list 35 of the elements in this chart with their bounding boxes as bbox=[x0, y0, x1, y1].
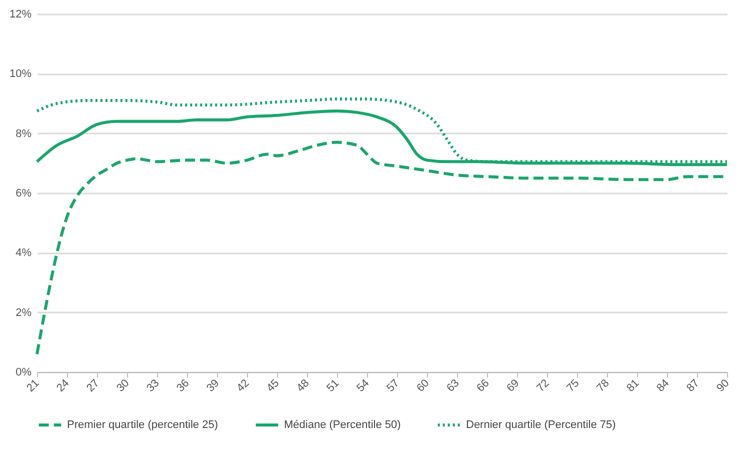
legend-label: Premier quartile (percentile 25) bbox=[67, 419, 218, 431]
x-tick-label: 51 bbox=[324, 377, 342, 394]
x-tick-label: 84 bbox=[654, 377, 672, 394]
y-tick-label: 6% bbox=[16, 188, 32, 200]
y-tick-label: 10% bbox=[9, 68, 32, 80]
x-tick-label: 33 bbox=[144, 377, 162, 394]
x-tick-label: 24 bbox=[54, 377, 72, 394]
line-series bbox=[36, 98, 728, 164]
x-tick-label: 87 bbox=[684, 377, 702, 394]
x-tick-label: 36 bbox=[174, 377, 192, 394]
x-tick-label: 21 bbox=[24, 377, 42, 394]
x-tick-label: 69 bbox=[504, 377, 522, 394]
x-tick-label: 30 bbox=[114, 377, 132, 394]
legend-label: Dernier quartile (Percentile 75) bbox=[466, 419, 616, 431]
x-tick-label: 27 bbox=[84, 377, 102, 394]
x-tick-label: 72 bbox=[534, 377, 552, 394]
x-tick-label: 60 bbox=[414, 377, 432, 394]
x-tick-label: 90 bbox=[714, 377, 732, 394]
y-tick-label: 2% bbox=[16, 306, 32, 319]
x-tick-label: 39 bbox=[204, 377, 222, 394]
y-tick-label: 4% bbox=[16, 247, 32, 260]
x-tick-label: 48 bbox=[294, 377, 312, 394]
x-tick-label: 63 bbox=[444, 377, 462, 394]
x-tick-label: 57 bbox=[384, 377, 402, 394]
x-tick-label: 75 bbox=[564, 377, 582, 394]
y-tick-label: 12% bbox=[9, 8, 32, 20]
x-tick-label: 42 bbox=[234, 377, 252, 394]
x-tick-label: 45 bbox=[264, 377, 282, 394]
x-tick-label: 66 bbox=[474, 377, 492, 394]
x-tick-label: 54 bbox=[354, 377, 372, 394]
y-tick-label: 0% bbox=[16, 366, 32, 378]
y-tick-label: 8% bbox=[16, 128, 32, 140]
x-tick-label: 81 bbox=[624, 377, 642, 394]
x-tick-label: 78 bbox=[594, 377, 612, 394]
legend-label: Médiane (Percentile 50) bbox=[284, 419, 401, 431]
